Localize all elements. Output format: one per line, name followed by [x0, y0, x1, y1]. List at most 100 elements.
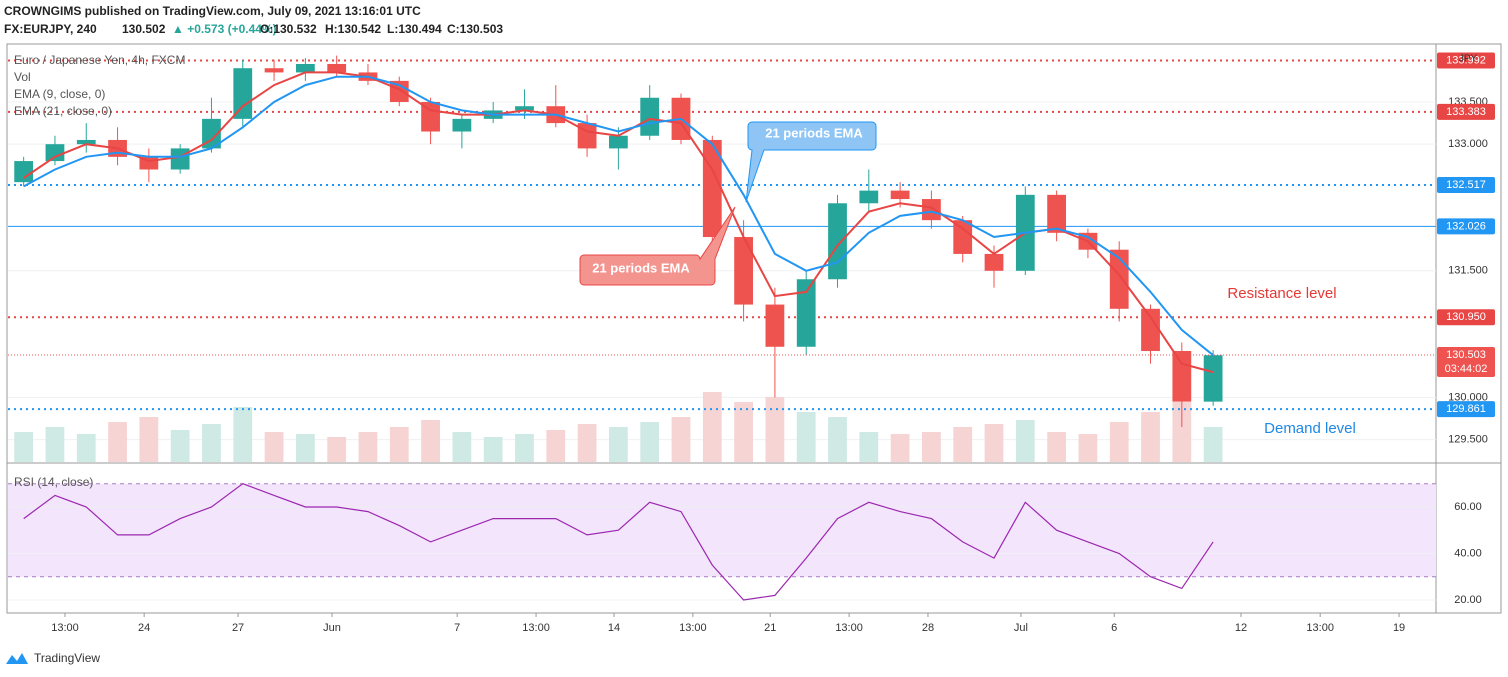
candle-body — [14, 161, 34, 183]
volume-bar — [421, 420, 440, 462]
open: O:130.532 — [260, 22, 317, 36]
annotation: Resistance level — [1227, 285, 1336, 302]
candle-body — [45, 144, 65, 162]
current-label: 130.503 — [1446, 349, 1486, 361]
volume-bar — [295, 434, 315, 462]
volume-bar — [358, 432, 378, 462]
volume-bar — [577, 424, 597, 462]
low: L:130.494 — [387, 22, 442, 36]
callout-blue — [745, 121, 877, 203]
candle-body — [1047, 194, 1067, 233]
currency: JPY — [1459, 54, 1478, 65]
candle-body — [389, 80, 409, 102]
volume-bar — [327, 437, 347, 462]
volume-bar — [14, 432, 34, 462]
volume-bar — [608, 427, 628, 462]
candle-body — [640, 97, 660, 136]
rsi-title: RSI (14, close) — [14, 475, 93, 489]
candle-body — [734, 237, 753, 305]
level-badge — [1437, 218, 1495, 235]
x-tick-label: 13:00 — [1306, 622, 1334, 634]
level-label: 133.383 — [1446, 106, 1486, 118]
last: 130.502 — [122, 22, 166, 36]
ema-line — [23, 75, 1214, 356]
y-tick-label: 60.00 — [1454, 501, 1482, 513]
volume-bar — [922, 432, 941, 462]
y-tick-label: 20.00 — [1454, 594, 1482, 606]
volume-bar — [1015, 420, 1035, 462]
volume-bar — [702, 392, 722, 462]
level-badge — [1437, 103, 1495, 120]
x-tick-label: 19 — [1393, 622, 1405, 634]
x-tick-label: 24 — [138, 622, 150, 634]
rsi-line — [23, 483, 1214, 601]
candle-body — [295, 63, 315, 73]
current-badge — [1437, 346, 1495, 377]
volume-bar — [1047, 432, 1067, 462]
volume-bar — [76, 434, 96, 462]
candle-body — [1203, 355, 1223, 402]
x-tick-label: 13:00 — [51, 622, 79, 634]
legend-entry: EMA (21, close, 0) — [14, 104, 112, 118]
symbol: FX:EURJPY, 240 — [4, 22, 97, 36]
candle-body — [202, 118, 221, 149]
x-tick-label: 7 — [454, 622, 460, 634]
volume-bar — [1078, 434, 1098, 462]
volume-bar — [202, 424, 221, 462]
candle-body — [1172, 350, 1192, 402]
callout-red — [579, 206, 736, 286]
volume-bar — [389, 427, 409, 462]
close: C:130.503 — [447, 22, 503, 36]
candle-body — [264, 68, 284, 73]
y-tick-label: 40.00 — [1454, 547, 1482, 559]
volume-bar — [671, 417, 691, 462]
annotation: Demand level — [1264, 420, 1356, 437]
y-tick-label: 133.000 — [1448, 138, 1488, 150]
ema-line — [23, 71, 1214, 374]
x-tick-label: 28 — [922, 622, 934, 634]
x-tick-label: Jun — [323, 622, 341, 634]
x-tick-label: 13:00 — [835, 622, 863, 634]
x-tick-label: Jul — [1014, 622, 1028, 634]
annotation: 21 periods EMA — [592, 260, 690, 275]
rsi-band — [8, 483, 1436, 577]
volume-bar — [45, 427, 65, 462]
candle-body — [922, 199, 941, 221]
candle-body — [608, 135, 628, 149]
high: H:130.542 — [325, 22, 381, 36]
x-tick-label: 14 — [608, 622, 620, 634]
volume-bar — [640, 422, 660, 462]
candle-body — [327, 63, 347, 73]
level-badge — [1437, 176, 1495, 193]
volume-bar — [483, 437, 503, 462]
x-tick-label: 27 — [232, 622, 244, 634]
x-tick-label: 13:00 — [522, 622, 550, 634]
candle-body — [76, 139, 96, 145]
volume-bar — [765, 397, 785, 462]
candle-body — [984, 253, 1004, 271]
candle-body — [452, 118, 472, 132]
candle-body — [1141, 308, 1160, 351]
volume-bar — [828, 417, 847, 462]
volume-bar — [984, 424, 1004, 462]
footer-logo — [6, 653, 28, 664]
frame — [6, 43, 1502, 614]
volume-bar — [1109, 422, 1129, 462]
volume-bar — [108, 422, 127, 462]
volume-bar — [734, 402, 753, 462]
level-label: 130.950 — [1446, 311, 1486, 323]
candle-body — [953, 220, 973, 254]
volume-bar — [170, 430, 190, 462]
x-tick-label: 6 — [1111, 622, 1117, 634]
volume-bar — [452, 432, 472, 462]
candle-body — [890, 190, 910, 200]
level-label: 132.026 — [1446, 220, 1486, 232]
candle-body — [765, 304, 785, 347]
level-label: 129.861 — [1446, 403, 1486, 415]
volume-bar — [546, 430, 566, 462]
candle-body — [421, 101, 440, 132]
countdown: 03:44:02 — [1445, 363, 1488, 375]
x-tick-label: 21 — [764, 622, 776, 634]
change: ▲ +0.573 (+0.44%) — [172, 22, 277, 36]
